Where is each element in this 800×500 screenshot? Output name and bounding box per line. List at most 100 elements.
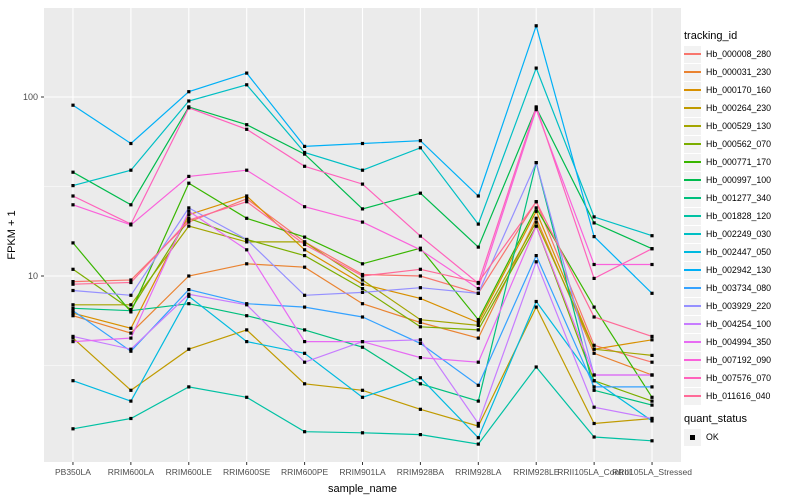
data-point [360, 302, 365, 306]
data-point [71, 427, 75, 431]
data-point [650, 385, 654, 389]
data-point [534, 105, 538, 109]
legend-key [684, 428, 701, 446]
black-square-point-icon [690, 434, 695, 440]
data-point [71, 184, 75, 188]
legend-line-swatch [684, 269, 701, 271]
data-point [360, 168, 365, 172]
legend-item-Hb_011616_040: Hb_011616_040 [684, 387, 798, 405]
data-point [71, 267, 75, 271]
legend-line-swatch [684, 143, 701, 145]
legend-item-Hb_001277_340: Hb_001277_340 [684, 189, 798, 207]
data-point [303, 360, 307, 364]
legend-key [684, 243, 701, 261]
data-point [650, 334, 654, 338]
x-tick-label: RRIM600LE [166, 467, 213, 477]
data-point [592, 405, 596, 409]
data-point [71, 309, 75, 313]
legend-key [684, 117, 701, 135]
data-point [129, 203, 133, 207]
legend-item-label: Hb_002249_030 [706, 229, 772, 239]
data-point [71, 379, 75, 383]
legend-item-Hb_002249_030: Hb_002249_030 [684, 225, 798, 243]
data-point [418, 274, 422, 278]
data-point [245, 71, 249, 75]
legend-key [684, 189, 701, 207]
data-point [303, 144, 307, 148]
data-point [360, 220, 365, 224]
data-point [303, 242, 307, 247]
legend-item-label: Hb_011616_040 [706, 391, 771, 401]
legend-item-label: Hb_000529_130 [706, 121, 772, 131]
data-point [303, 235, 307, 239]
data-point [71, 334, 75, 338]
data-point [476, 320, 480, 325]
data-point [418, 382, 422, 386]
data-point [534, 206, 538, 210]
data-point [245, 314, 249, 318]
data-point [187, 292, 191, 296]
data-point [303, 240, 307, 244]
data-point [592, 343, 596, 347]
data-point [650, 234, 654, 238]
data-point [360, 395, 365, 399]
data-point [360, 182, 365, 186]
data-point [129, 303, 133, 307]
data-point [245, 328, 249, 332]
data-point [418, 146, 422, 150]
data-point [187, 90, 191, 94]
data-point [71, 280, 75, 284]
legend-item-Hb_000031_230: Hb_000031_230 [684, 63, 798, 81]
data-point [129, 293, 133, 297]
x-tick-label: RRIM928BA [397, 467, 445, 477]
data-point [360, 274, 365, 278]
legend-key [684, 63, 701, 81]
data-point [245, 237, 249, 242]
data-point [534, 254, 538, 258]
data-point [129, 399, 133, 403]
x-tick-label: PB350LA [55, 467, 91, 477]
legend-line-swatch [684, 359, 701, 361]
legend-line-swatch [684, 179, 701, 181]
data-point [71, 303, 75, 307]
x-tick-label: RRIM901LA [339, 467, 386, 477]
legend: tracking_id Hb_000008_280 Hb_000031_230 Hb… [684, 30, 798, 446]
data-point [187, 213, 191, 217]
quant-status-items: OK [684, 428, 798, 446]
data-point [650, 338, 654, 342]
data-point [360, 315, 365, 319]
data-point [592, 373, 596, 377]
data-point [534, 108, 538, 112]
data-point [418, 356, 422, 360]
legend-item-Hb_007576_070: Hb_007576_070 [684, 369, 798, 387]
data-point [245, 262, 249, 266]
data-point [476, 424, 480, 428]
data-point [71, 288, 75, 293]
legend-line-swatch [684, 161, 701, 163]
x-tick-label: RRIM600SE [223, 467, 271, 477]
legend-item-label: Hb_007576_070 [706, 373, 772, 383]
x-tick-label: RRIM600PE [281, 467, 329, 477]
data-point [245, 248, 249, 252]
data-point [534, 66, 538, 70]
data-point [534, 299, 538, 304]
data-point [650, 247, 654, 251]
data-point [71, 282, 75, 286]
legend-item-Hb_000997_100: Hb_000997_100 [684, 171, 798, 189]
legend-item-label: Hb_000997_100 [706, 175, 772, 185]
data-point [418, 267, 422, 271]
data-point [187, 218, 191, 222]
legend-line-swatch [684, 125, 701, 127]
data-point [303, 150, 307, 155]
legend-line-swatch [684, 395, 701, 397]
data-point [592, 421, 596, 426]
data-point [360, 431, 365, 435]
legend-item-label: Hb_000264_230 [706, 103, 772, 113]
data-point [129, 168, 133, 172]
legend-item-Hb_004994_350: Hb_004994_350 [684, 333, 798, 351]
legend-line-swatch [684, 89, 701, 91]
data-point [418, 234, 422, 238]
legend-key [684, 351, 701, 369]
data-point [303, 340, 307, 344]
data-point [187, 206, 191, 210]
